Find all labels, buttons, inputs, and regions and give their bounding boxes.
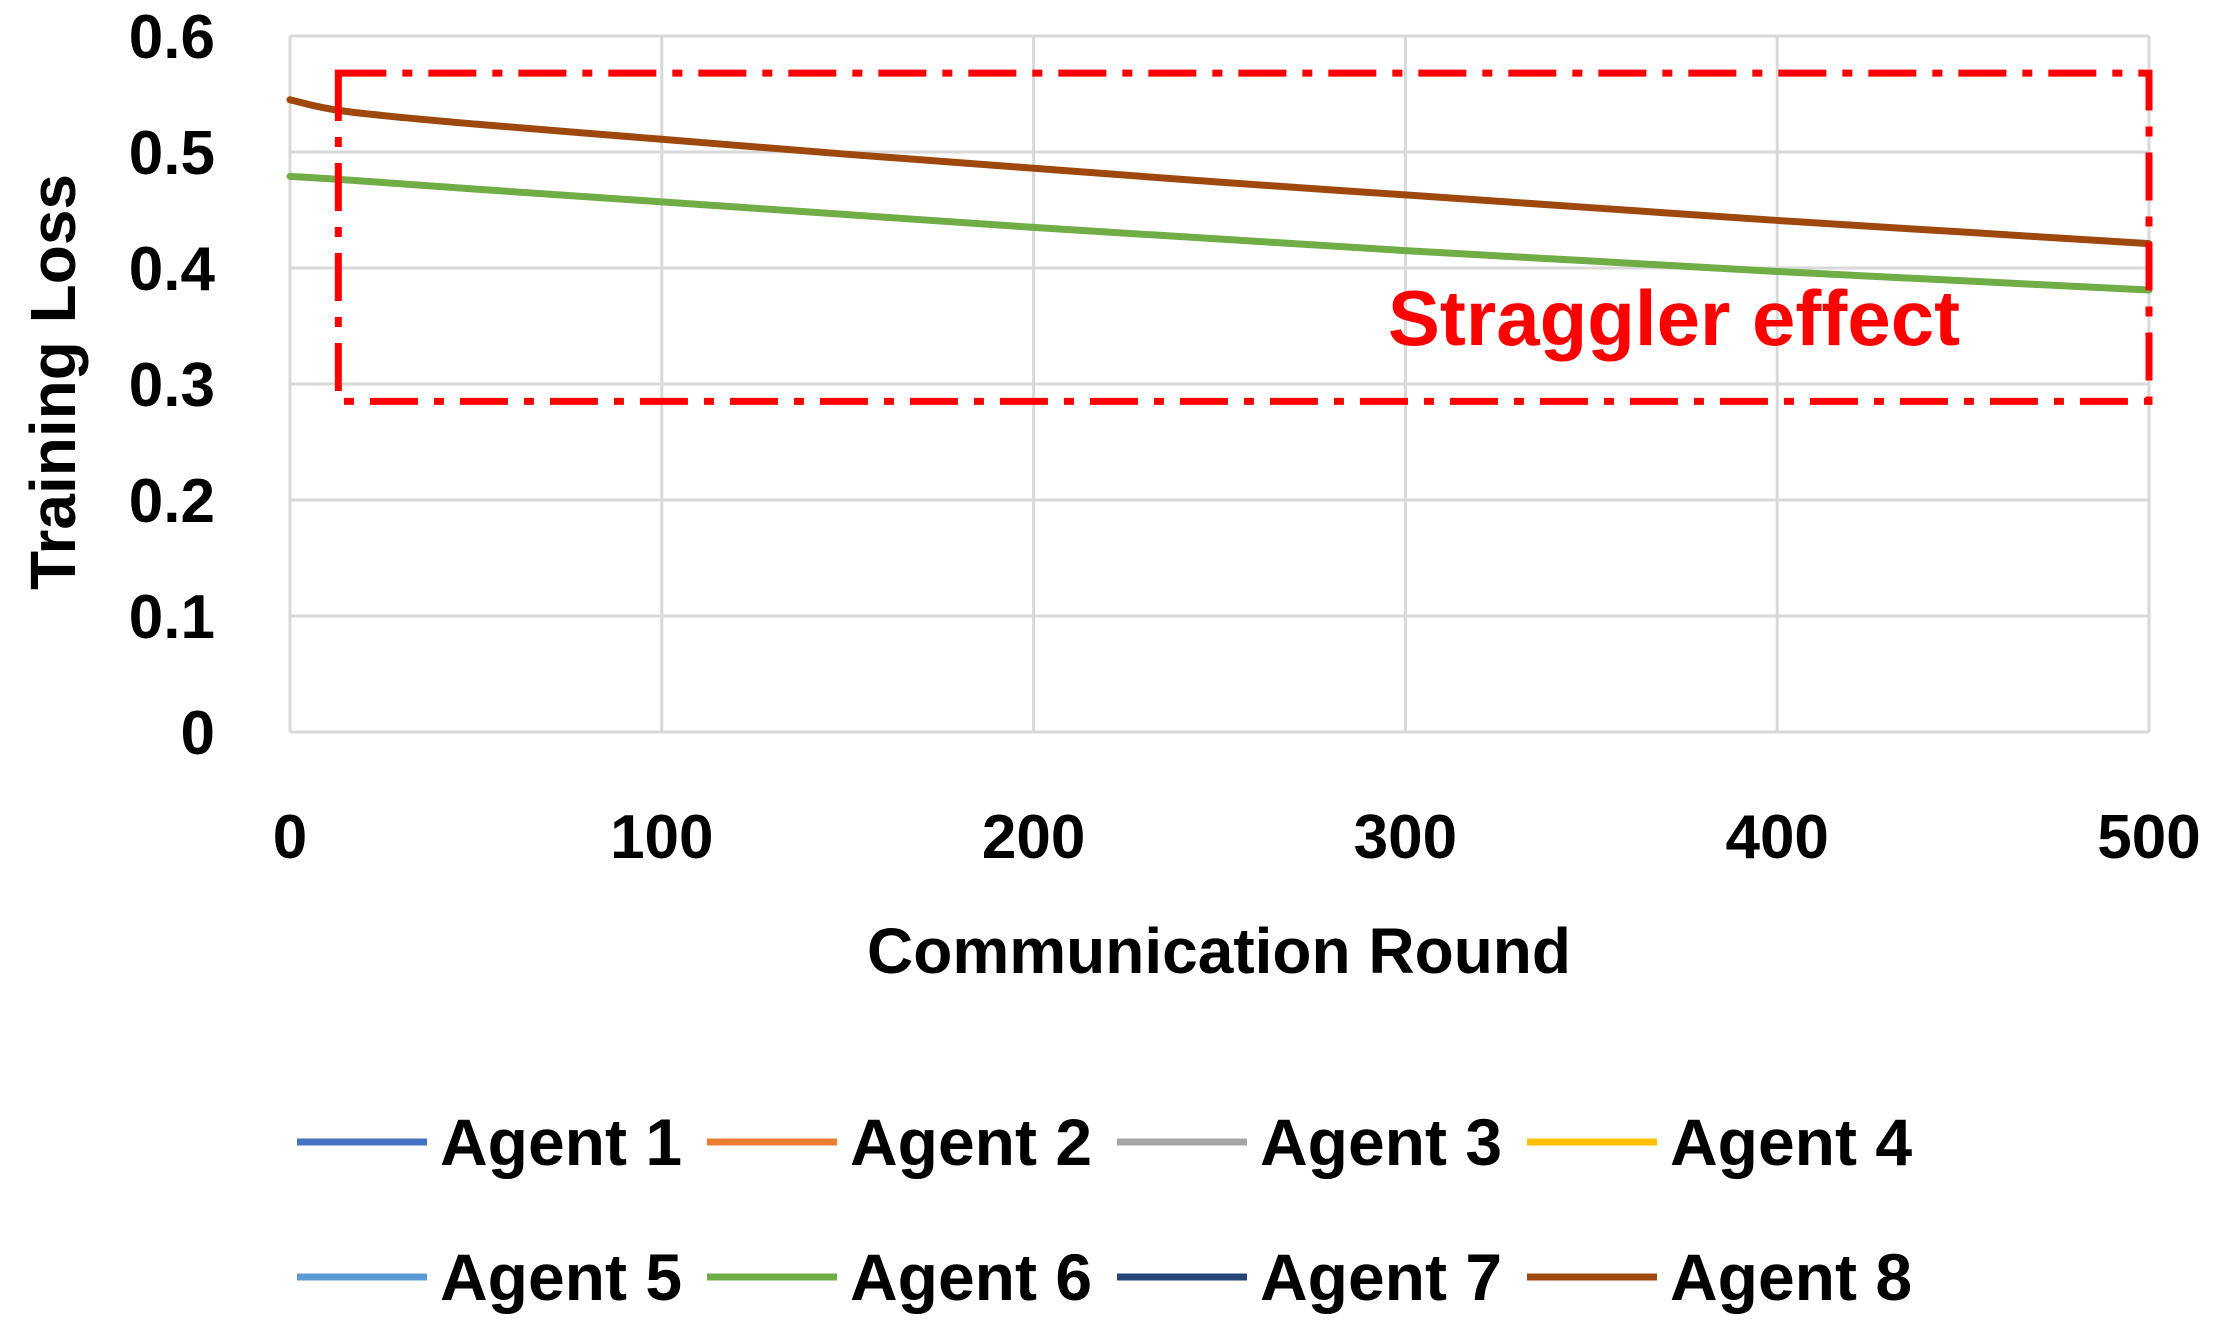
legend-item-agent-2: Agent 2 [707,1105,1092,1179]
annotation: Straggler effect [334,69,2153,405]
tick-labels: 0 0.1 0.2 0.3 0.4 0.5 0.6 0 100 200 300 400 500 [129,3,2201,872]
legend-item-agent-4: Agent 4 [1527,1105,1912,1179]
x-tick-label: 400 [1725,803,1828,872]
y-tick-label: 0.4 [129,235,216,304]
legend-label: Agent 4 [1670,1105,1912,1179]
x-tick-label: 500 [2097,803,2200,872]
legend-item-agent-5: Agent 5 [297,1240,682,1314]
y-tick-label: 0.2 [129,467,215,536]
x-tick-label: 200 [982,803,1085,872]
y-tick-label: 0.6 [129,3,215,72]
grid-lines [290,34,2151,732]
y-axis-title: Training Loss [17,174,89,590]
legend-item-agent-7: Agent 7 [1117,1240,1502,1314]
x-tick-label: 100 [610,803,713,872]
axes [288,36,2149,734]
legend-item-agent-6: Agent 6 [707,1240,1092,1314]
legend-label: Agent 5 [440,1240,682,1314]
x-tick-label: 300 [1354,803,1457,872]
legend-item-agent-8: Agent 8 [1527,1240,1912,1314]
y-tick-label: 0.1 [129,583,215,652]
legend-label: Agent 7 [1260,1240,1502,1314]
y-tick-label: 0.5 [129,119,215,188]
legend-label: Agent 2 [850,1105,1092,1179]
series-line-agent-8 [286,96,2153,248]
x-axis-title: Communication Round [867,915,1571,987]
legend-label: Agent 3 [1260,1105,1502,1179]
legend-item-agent-3: Agent 3 [1117,1105,1502,1179]
legend-label: Agent 6 [850,1240,1092,1314]
series-line-agent-6 [286,172,2153,294]
series-lines [286,96,2153,294]
legend-item-agent-1: Agent 1 [297,1105,682,1179]
y-tick-label: 0.3 [129,351,215,420]
straggler-label: Straggler effect [1388,274,1960,362]
legend: Agent 1 Agent 2 Agent 3 Agent 4 Agent 5 Agent… [297,1105,1912,1314]
straggler-box [334,69,2153,405]
legend-label: Agent 1 [440,1105,682,1179]
legend-label: Agent 8 [1670,1240,1912,1314]
y-tick-label: 0 [181,699,215,768]
x-tick-label: 0 [273,803,307,872]
